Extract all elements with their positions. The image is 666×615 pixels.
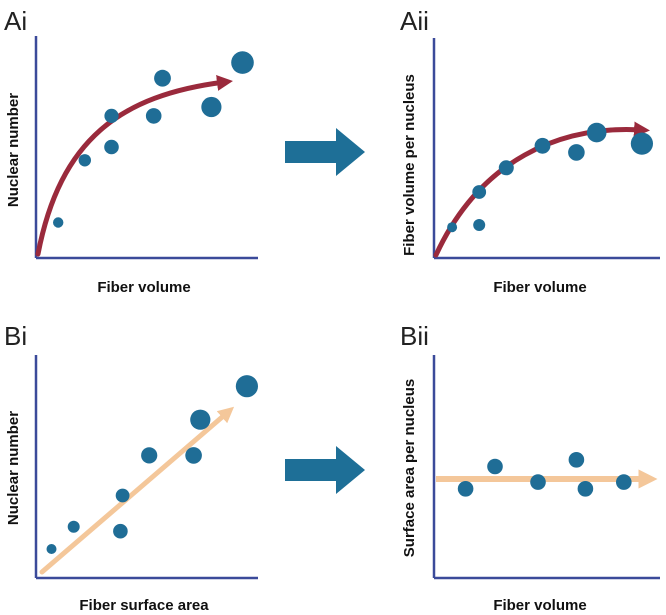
data-point-bii-3 — [568, 452, 585, 468]
data-point-aii-3 — [498, 160, 514, 176]
x-axis-title-bii: Fiber volume — [493, 597, 586, 614]
panel-aii: Aii Fiber volume Fiber volume per nucleu… — [400, 6, 660, 296]
data-point-ai-5 — [154, 69, 171, 87]
x-axis-title-bi: Fiber surface area — [79, 597, 209, 614]
data-point-ai-3 — [104, 108, 119, 123]
trend-curve-ai — [35, 75, 233, 257]
data-point-ai-0 — [53, 217, 64, 228]
data-point-ai-4 — [145, 108, 162, 124]
data-point-aii-1 — [473, 219, 486, 231]
scatter-points-ai — [53, 51, 254, 228]
data-point-bii-0 — [457, 481, 474, 497]
data-point-bi-4 — [141, 447, 158, 464]
data-point-bi-5 — [185, 447, 202, 464]
y-axis-title-bi: Nuclear number — [5, 411, 22, 525]
data-point-bi-3 — [115, 488, 130, 503]
panel-label-bi: Bi — [4, 321, 27, 351]
data-point-aii-7 — [630, 132, 654, 155]
data-point-bi-7 — [235, 375, 258, 398]
data-point-bii-5 — [616, 474, 632, 490]
data-point-bii-1 — [487, 458, 503, 475]
data-point-ai-2 — [104, 139, 119, 155]
data-point-ai-7 — [231, 51, 254, 74]
scatter-points-bii — [457, 452, 632, 497]
trend-arrow-aii — [433, 121, 650, 258]
transition-arrow-a — [285, 128, 365, 176]
panel-label-aii: Aii — [400, 6, 429, 36]
x-axis-title-aii: Fiber volume — [493, 279, 586, 296]
panel-label-bii: Bii — [400, 321, 429, 351]
panel-ai: Ai Fiber volume Nuclear number — [4, 6, 258, 296]
data-point-aii-6 — [586, 122, 607, 143]
trend-curve-aii — [433, 121, 650, 258]
panel-label-ai: Ai — [4, 6, 27, 36]
data-point-aii-2 — [472, 185, 487, 199]
data-point-bi-0 — [46, 544, 57, 554]
x-axis-title-ai: Fiber volume — [97, 279, 190, 296]
data-point-bi-6 — [190, 409, 211, 430]
data-point-aii-4 — [534, 137, 551, 154]
trend-line-bi — [39, 406, 235, 575]
transition-arrow-b — [285, 446, 365, 494]
y-axis-title-ai: Nuclear number — [5, 93, 22, 207]
data-point-bii-4 — [577, 481, 594, 497]
data-point-bi-2 — [113, 523, 128, 539]
data-point-aii-5 — [568, 144, 585, 161]
panel-bii: Bii Fiber volume Surface area per nucleu… — [400, 321, 660, 614]
scatter-points-aii — [447, 122, 654, 233]
data-point-ai-1 — [78, 154, 92, 167]
trend-arrow-bi — [39, 406, 235, 575]
y-axis-title-bii: Surface area per nucleus — [401, 379, 418, 557]
data-point-bi-1 — [67, 520, 80, 533]
data-point-ai-6 — [201, 96, 222, 118]
scatter-points-bi — [46, 375, 258, 554]
data-point-bii-2 — [530, 474, 546, 490]
panel-bi: Bi Fiber surface area Nuclear number — [4, 321, 258, 614]
trend-arrow-ai — [35, 75, 233, 257]
data-point-aii-0 — [447, 222, 458, 233]
y-axis-title-aii: Fiber volume per nucleus — [401, 74, 418, 256]
